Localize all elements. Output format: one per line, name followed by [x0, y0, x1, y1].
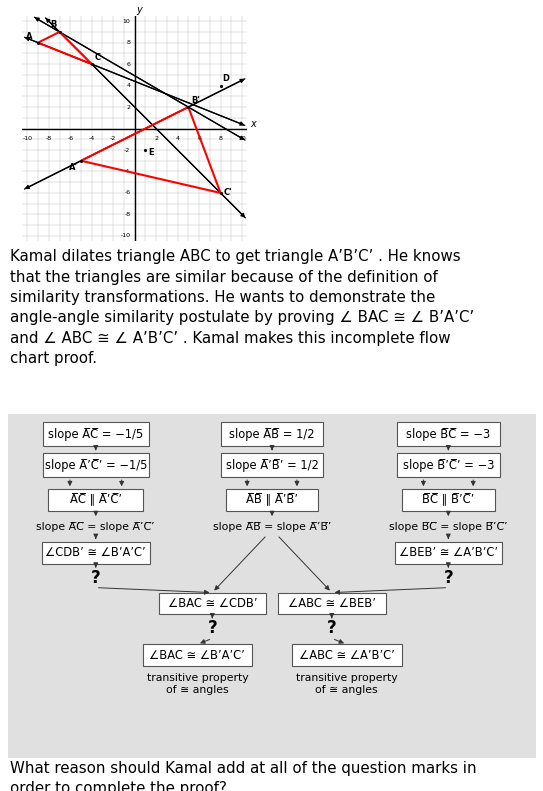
FancyBboxPatch shape — [395, 542, 502, 564]
Text: 2: 2 — [127, 104, 130, 110]
Text: ∠BAC ≅ ∠CDB’: ∠BAC ≅ ∠CDB’ — [168, 597, 257, 610]
Text: transitive property: transitive property — [147, 673, 248, 683]
Text: 8: 8 — [219, 136, 223, 141]
Text: -2: -2 — [124, 147, 130, 153]
Text: 4: 4 — [175, 136, 180, 141]
FancyBboxPatch shape — [402, 489, 495, 511]
Text: C: C — [95, 53, 101, 62]
Text: A̅B̅ ∥ A̅’B̅’: A̅B̅ ∥ A̅’B̅’ — [246, 494, 298, 506]
Text: ?: ? — [444, 569, 453, 587]
Text: ?: ? — [327, 619, 337, 638]
FancyBboxPatch shape — [143, 645, 252, 666]
Text: -8: -8 — [124, 212, 130, 217]
Text: A: A — [26, 32, 33, 40]
Text: -4: -4 — [124, 169, 130, 174]
Text: What reason should Kamal add at all of the question marks in
order to complete t: What reason should Kamal add at all of t… — [10, 761, 476, 791]
Text: -10: -10 — [121, 233, 130, 238]
Text: ?: ? — [207, 619, 217, 638]
Text: slope A̅B̅ = slope A̅’B̅’: slope A̅B̅ = slope A̅’B̅’ — [213, 522, 331, 532]
Text: -4: -4 — [89, 136, 95, 141]
Text: slope A̅’B̅’ = 1/2: slope A̅’B̅’ = 1/2 — [225, 459, 319, 471]
FancyBboxPatch shape — [8, 414, 536, 758]
Text: y: y — [136, 6, 142, 16]
Text: E: E — [149, 148, 154, 157]
FancyBboxPatch shape — [42, 422, 149, 446]
FancyBboxPatch shape — [159, 592, 266, 615]
Text: B̅C̅ ∥ B̅’C̅’: B̅C̅ ∥ B̅’C̅’ — [422, 494, 475, 506]
Text: B: B — [50, 20, 56, 28]
FancyBboxPatch shape — [226, 489, 318, 511]
FancyBboxPatch shape — [42, 453, 149, 477]
Text: slope A̅C̅ = slope A̅’C̅’: slope A̅C̅ = slope A̅’C̅’ — [36, 522, 155, 532]
Text: ∠ABC ≅ ∠BEB’: ∠ABC ≅ ∠BEB’ — [288, 597, 376, 610]
FancyBboxPatch shape — [292, 645, 401, 666]
Text: transitive property: transitive property — [296, 673, 397, 683]
Text: ∠BAC ≅ ∠B’A’C’: ∠BAC ≅ ∠B’A’C’ — [149, 649, 245, 662]
Text: B': B' — [192, 96, 200, 105]
FancyBboxPatch shape — [221, 422, 323, 446]
Text: 10: 10 — [238, 136, 246, 141]
Text: -8: -8 — [46, 136, 52, 141]
FancyBboxPatch shape — [397, 422, 500, 446]
Text: -10: -10 — [22, 136, 33, 141]
Text: of ≅ angles: of ≅ angles — [315, 685, 378, 695]
FancyBboxPatch shape — [397, 453, 500, 477]
Text: slope B̅C̅ = −3: slope B̅C̅ = −3 — [406, 428, 490, 441]
Text: 2: 2 — [154, 136, 158, 141]
Text: ∠CDB’ ≅ ∠B’A’C’: ∠CDB’ ≅ ∠B’A’C’ — [46, 547, 146, 559]
Text: slope A̅’C̅’ = −1/5: slope A̅’C̅’ = −1/5 — [45, 459, 147, 471]
Text: -6: -6 — [67, 136, 73, 141]
Text: C': C' — [224, 188, 232, 198]
Text: ∠ABC ≅ ∠A’B’C’: ∠ABC ≅ ∠A’B’C’ — [299, 649, 395, 662]
Text: slope A̅C̅ = −1/5: slope A̅C̅ = −1/5 — [48, 428, 143, 441]
Text: A̅C̅ ∥ A̅’C̅’: A̅C̅ ∥ A̅’C̅’ — [70, 494, 122, 506]
Text: 6: 6 — [127, 62, 130, 66]
Text: 10: 10 — [123, 19, 130, 24]
Text: 4: 4 — [127, 83, 130, 88]
Text: Kamal dilates triangle ABC to get triangle A’B’C’ . He knows
that the triangles : Kamal dilates triangle ABC to get triang… — [10, 249, 474, 366]
Text: slope B̅C̅ = slope B̅’C̅’: slope B̅C̅ = slope B̅’C̅’ — [389, 522, 508, 532]
Text: x: x — [250, 119, 256, 129]
Text: ?: ? — [91, 569, 100, 587]
Text: slope A̅B̅ = 1/2: slope A̅B̅ = 1/2 — [229, 428, 315, 441]
Text: -2: -2 — [110, 136, 116, 141]
FancyBboxPatch shape — [48, 489, 143, 511]
Text: 8: 8 — [127, 40, 130, 45]
Text: 6: 6 — [197, 136, 201, 141]
Text: slope B̅’C̅’ = −3: slope B̅’C̅’ = −3 — [402, 459, 494, 471]
Text: D: D — [223, 74, 230, 83]
FancyBboxPatch shape — [221, 453, 323, 477]
Text: of ≅ angles: of ≅ angles — [166, 685, 229, 695]
FancyBboxPatch shape — [278, 592, 386, 615]
FancyBboxPatch shape — [42, 542, 149, 564]
Text: A': A' — [69, 163, 78, 172]
Text: -6: -6 — [124, 191, 130, 195]
Text: ∠BEB’ ≅ ∠A’B’C’: ∠BEB’ ≅ ∠A’B’C’ — [399, 547, 498, 559]
